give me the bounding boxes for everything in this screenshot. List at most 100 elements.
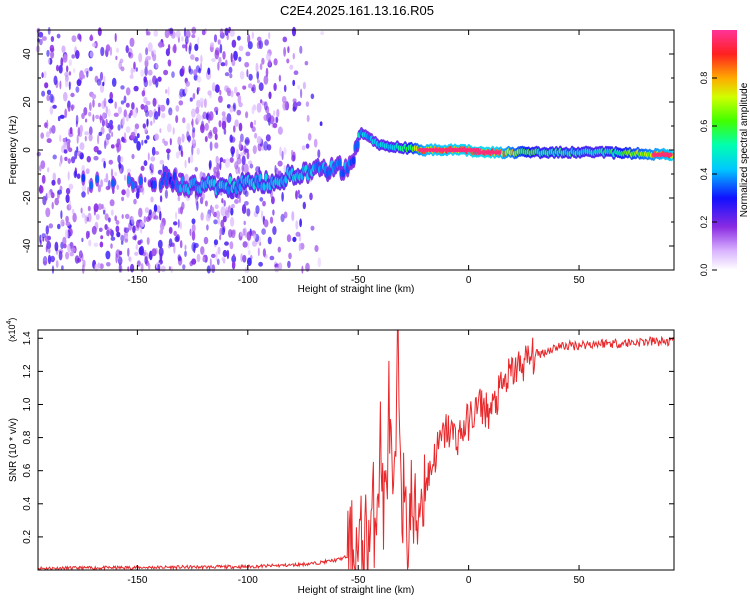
- noise-speckle: [196, 75, 202, 83]
- snr-panel: -150 -100 -50 0 50 0.2 0.4 0.6 0.8 1.0 1.2 1.4 Hei…: [6, 318, 675, 596]
- noise-speckle: [65, 251, 70, 260]
- noise-speckle: [299, 45, 303, 54]
- noise-speckle: [268, 91, 272, 100]
- noise-speckle: [298, 194, 303, 199]
- noise-speckle: [203, 98, 207, 108]
- noise-speckle: [200, 123, 205, 134]
- noise-speckle: [70, 247, 76, 253]
- noise-speckle: [109, 46, 113, 56]
- noise-speckle: [233, 50, 238, 61]
- noise-speckle: [86, 155, 92, 163]
- noise-speckle: [225, 59, 228, 67]
- noise-speckle: [236, 157, 242, 165]
- noise-speckle: [48, 248, 51, 254]
- noise-speckle: [75, 86, 80, 93]
- noise-speckle: [151, 51, 154, 58]
- noise-speckle: [213, 239, 219, 246]
- noise-speckle: [216, 170, 220, 179]
- noise-speckle: [267, 236, 272, 245]
- noise-speckle: [238, 196, 241, 204]
- noise-speckle: [141, 139, 144, 146]
- noise-speckle: [191, 118, 194, 128]
- noise-speckle: [245, 51, 251, 57]
- noise-speckle: [240, 133, 244, 143]
- noise-speckle: [129, 37, 135, 47]
- noise-speckle: [310, 93, 315, 100]
- noise-speckle: [243, 220, 246, 226]
- noise-speckle: [81, 112, 85, 120]
- noise-speckle: [239, 140, 242, 150]
- noise-speckle: [107, 108, 111, 118]
- noise-speckle: [49, 127, 52, 134]
- noise-speckle: [260, 99, 263, 104]
- noise-speckle: [231, 59, 236, 67]
- noise-speckle: [275, 116, 279, 124]
- noise-speckle: [269, 115, 275, 125]
- noise-speckle: [229, 73, 233, 79]
- noise-speckle: [263, 101, 268, 111]
- noise-speckle: [226, 249, 230, 260]
- noise-speckle: [272, 226, 277, 235]
- noise-speckle: [139, 245, 145, 256]
- noise-speckle: [166, 148, 171, 154]
- noise-speckle: [97, 134, 100, 145]
- noise-speckle: [175, 30, 181, 39]
- noise-speckle: [228, 205, 231, 213]
- noise-speckle: [59, 80, 62, 90]
- noise-speckle: [144, 207, 150, 214]
- noise-speckle: [292, 52, 295, 60]
- noise-speckle: [156, 205, 161, 214]
- noise-speckle: [226, 87, 231, 94]
- noise-speckle: [104, 140, 107, 150]
- noise-speckle: [247, 34, 251, 44]
- noise-speckle: [105, 118, 108, 128]
- noise-speckle: [115, 220, 120, 225]
- noise-speckle: [66, 65, 69, 73]
- noise-speckle: [46, 94, 50, 102]
- noise-speckle: [220, 206, 226, 217]
- noise-speckle: [57, 177, 61, 185]
- noise-speckle: [105, 250, 111, 260]
- noise-speckle: [288, 252, 292, 260]
- noise-speckle: [140, 221, 143, 230]
- noise-speckle: [157, 239, 163, 249]
- noise-speckle: [185, 30, 191, 38]
- noise-speckle: [147, 42, 153, 52]
- noise-speckle: [226, 104, 231, 109]
- noise-speckle: [229, 157, 234, 163]
- noise-speckle: [41, 72, 44, 79]
- x-tick-label: 0: [466, 275, 472, 286]
- noise-speckle: [99, 263, 104, 270]
- noise-speckle: [191, 230, 196, 241]
- noise-speckle: [282, 36, 288, 43]
- x-tick-label: -150: [127, 275, 147, 286]
- noise-speckle: [84, 131, 90, 136]
- noise-speckle: [125, 87, 131, 96]
- noise-speckle: [130, 131, 136, 140]
- noise-speckle: [177, 136, 182, 146]
- noise-speckle: [40, 132, 44, 139]
- noise-speckle: [77, 33, 82, 40]
- ridge-peak: [477, 150, 482, 155]
- noise-speckle: [283, 147, 287, 155]
- noise-speckle: [191, 145, 194, 156]
- ridge-core: [262, 182, 266, 191]
- ridge-peak: [472, 147, 477, 153]
- ridge-peak: [418, 147, 422, 153]
- noise-speckle: [62, 221, 65, 227]
- noise-speckle: [117, 106, 122, 115]
- noise-speckle: [70, 104, 75, 110]
- noise-speckle: [100, 235, 104, 240]
- noise-speckle: [60, 210, 63, 220]
- noise-speckle: [298, 242, 302, 252]
- noise-speckle: [81, 237, 84, 243]
- noise-speckle: [110, 209, 114, 216]
- colorbar-tick-label: 0.6: [699, 120, 709, 133]
- noise-speckle: [50, 36, 55, 42]
- noise-speckle: [280, 213, 285, 223]
- noise-speckle: [255, 205, 260, 215]
- noise-speckle: [195, 107, 200, 114]
- noise-speckle: [135, 67, 138, 72]
- ridge-peak: [662, 152, 667, 158]
- noise-speckle: [249, 163, 254, 169]
